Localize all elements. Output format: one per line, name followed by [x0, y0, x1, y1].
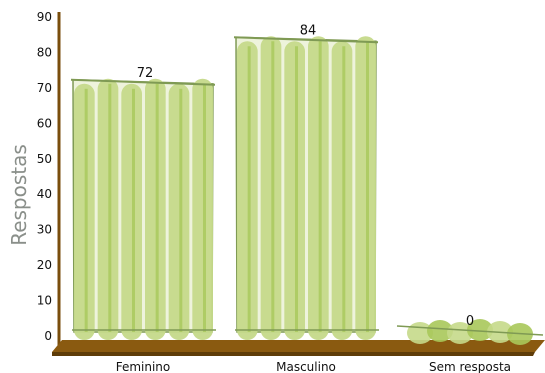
y-tick-label: 30 [37, 223, 52, 237]
bar-stroke [427, 320, 453, 342]
y-axis-label: Respostas [7, 144, 31, 246]
bar-stroke-shadow [202, 83, 206, 332]
data-label: 0 [466, 314, 474, 329]
y-tick-label: 80 [37, 45, 52, 59]
y-tick-label: 60 [37, 116, 52, 130]
y-tick-label: 10 [37, 294, 52, 308]
bar: 72 [70, 66, 216, 341]
bar-stroke [145, 78, 166, 341]
bar-stroke-shadow [271, 41, 275, 333]
bar-stroke-shadow [131, 88, 135, 332]
bar-stroke [447, 322, 473, 344]
y-tick-label: 70 [37, 81, 52, 95]
bar-stroke-shadow [318, 41, 322, 333]
bar-stroke-shadow [247, 46, 251, 333]
data-label: 84 [300, 23, 317, 38]
x-axis: Feminino Masculino Sem resposta [116, 360, 511, 373]
bar-stroke-shadow [365, 41, 369, 333]
chart-floor [52, 340, 545, 352]
bar-stroke [355, 36, 376, 341]
bar-stroke [260, 36, 282, 341]
y-tick-label: 50 [37, 152, 52, 166]
bar: 84 [233, 23, 379, 341]
bar-stroke-shadow [155, 83, 159, 332]
bar-stroke [467, 319, 493, 341]
y-tick-label: 40 [37, 187, 52, 201]
bar-stroke-shadow [108, 83, 112, 332]
y-tick-label: 90 [37, 10, 52, 24]
bar-stroke [97, 78, 119, 341]
bar-stroke [308, 36, 329, 341]
bar-stroke [121, 83, 142, 341]
data-label: 72 [137, 66, 154, 81]
bar-stroke-shadow [342, 46, 346, 333]
x-tick-label: Masculino [276, 360, 336, 373]
bars: 72 84 0 [70, 23, 544, 345]
bar-stroke [237, 41, 258, 341]
bar-top-edge [233, 36, 379, 44]
bar-stroke [168, 83, 190, 341]
chart-floor-front [52, 352, 535, 356]
y-tick-label: 20 [37, 258, 52, 272]
bar-stroke-shadow [84, 88, 88, 332]
bar: 0 [396, 314, 544, 345]
bar-stroke [284, 41, 305, 341]
bar-stroke [331, 41, 353, 341]
bar-stroke [192, 78, 213, 341]
bar-top-edge [70, 78, 216, 86]
bar-stroke [74, 83, 95, 341]
y-axis: 0 10 20 30 40 50 60 70 80 90 [37, 10, 52, 343]
bar-stroke-shadow [294, 46, 298, 333]
bar-stroke-shadow [179, 88, 183, 332]
x-tick-label: Feminino [116, 360, 171, 373]
x-tick-label: Sem resposta [429, 360, 511, 373]
y-tick-label: 0 [44, 329, 52, 343]
bar-top-edge [396, 325, 544, 336]
